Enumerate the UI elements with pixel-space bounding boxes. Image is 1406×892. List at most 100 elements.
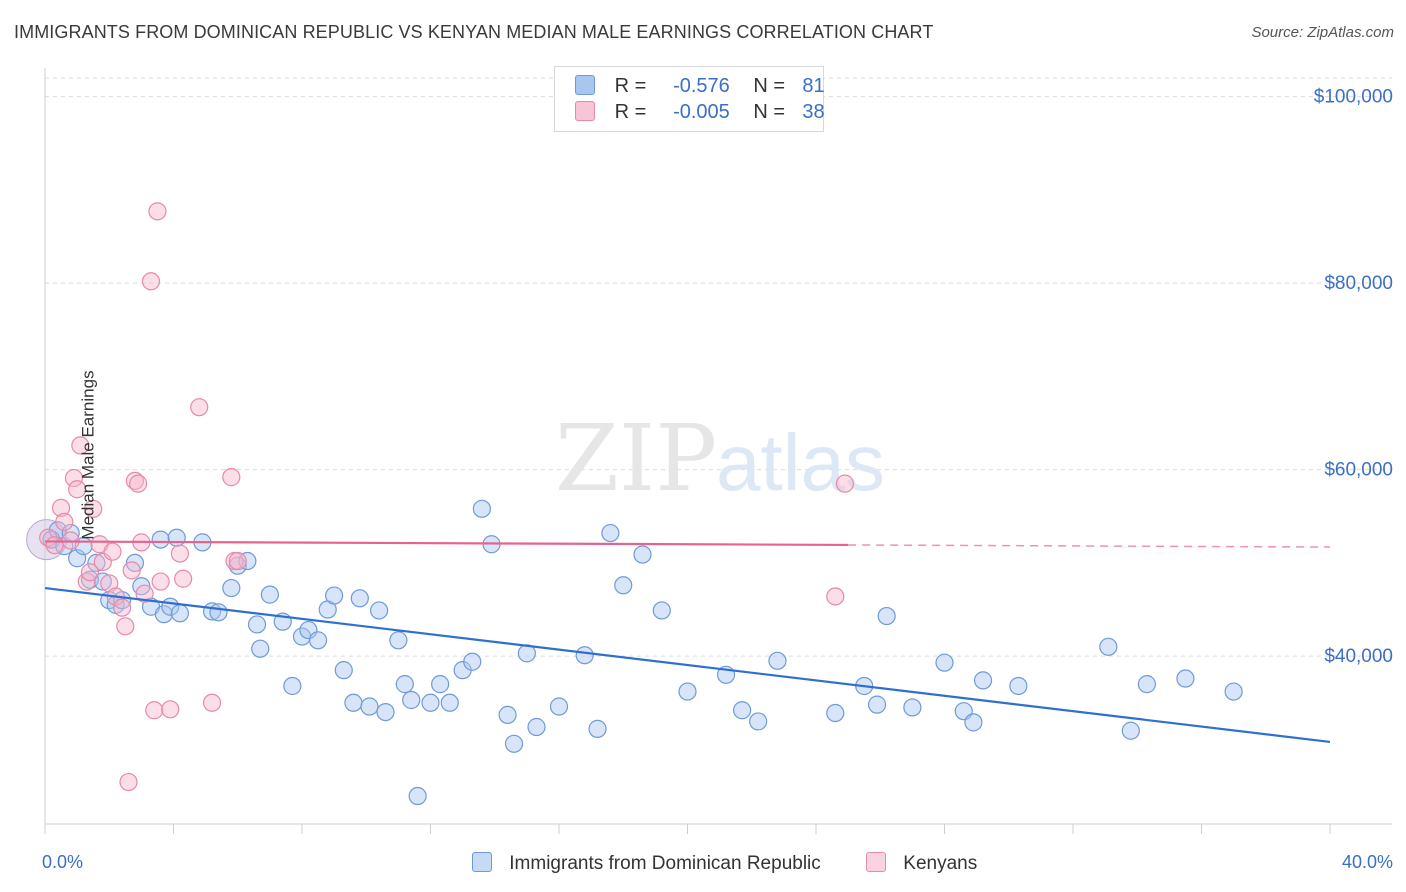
pink-swatch-icon bbox=[866, 852, 886, 872]
dominican-point bbox=[1137, 675, 1156, 694]
dominican-point bbox=[344, 693, 363, 712]
dominican-point bbox=[877, 606, 896, 626]
legend-r-label: R = bbox=[614, 75, 647, 97]
dominican-point bbox=[170, 604, 190, 623]
dominican-point bbox=[749, 712, 768, 731]
dominican-point bbox=[408, 786, 427, 806]
dominican-point bbox=[472, 499, 491, 518]
dominican-trend-line bbox=[44, 586, 1331, 744]
kenyan-point bbox=[174, 569, 193, 588]
dominican-point bbox=[588, 719, 607, 738]
legend-item-dominican: Immigrants from Dominican Republic bbox=[472, 852, 821, 875]
kenyan-point bbox=[51, 498, 71, 517]
kenyan-point bbox=[64, 468, 84, 488]
pink-swatch-icon bbox=[575, 101, 595, 121]
dominican-point bbox=[440, 693, 459, 712]
legend-n-label: N = bbox=[753, 75, 786, 97]
watermark-atlas: atlas bbox=[716, 418, 885, 507]
trend-layer bbox=[44, 540, 1331, 744]
kenyan-point bbox=[112, 598, 132, 617]
kenyan-point bbox=[103, 542, 122, 561]
kenyan-point bbox=[84, 499, 103, 518]
y-tick-label: $100,000 bbox=[1314, 87, 1393, 108]
dominican-point bbox=[247, 615, 267, 634]
watermark-zip: ZIP bbox=[555, 405, 717, 512]
kenyan-point bbox=[148, 202, 167, 221]
dominican-point bbox=[238, 551, 257, 571]
watermark: ZIP atlas bbox=[555, 405, 885, 512]
dominican-point bbox=[87, 553, 106, 573]
legend-row-dominican: R = -0.576 N = 81 bbox=[575, 75, 825, 101]
dominican-point bbox=[903, 698, 922, 717]
legend-row-kenyans: R = -0.005 N = 38 bbox=[575, 101, 825, 127]
dominican-point bbox=[421, 693, 440, 712]
kenyan-point bbox=[55, 512, 74, 531]
kenyan-point bbox=[71, 436, 90, 455]
dominican-point bbox=[678, 682, 697, 701]
dominican-point bbox=[614, 576, 633, 595]
kenyan-trend-line bbox=[44, 540, 849, 547]
kenyan-point bbox=[826, 587, 845, 606]
kenyan-point bbox=[119, 772, 138, 792]
dominican-point bbox=[935, 653, 954, 672]
source-credit: Source: ZipAtlas.com bbox=[1251, 24, 1394, 41]
dominican-point bbox=[964, 713, 983, 732]
kenyan-point bbox=[151, 572, 170, 591]
dominican-point bbox=[376, 702, 395, 722]
kenyan-point bbox=[125, 471, 145, 490]
x-tick-min: 0.0% bbox=[42, 852, 84, 872]
dominican-point bbox=[498, 705, 517, 724]
blue-swatch-icon bbox=[472, 852, 492, 872]
legend-n-label: N = bbox=[753, 101, 786, 123]
legend-r-value: -0.005 bbox=[673, 101, 730, 123]
dominican-point bbox=[652, 601, 671, 620]
dominican-point bbox=[167, 528, 186, 547]
dominican-point bbox=[768, 651, 787, 670]
dominican-point bbox=[973, 671, 993, 690]
legend-r-label: R = bbox=[614, 101, 647, 123]
y-axis-label: Median Male Earnings bbox=[78, 370, 98, 540]
dominican-point bbox=[283, 676, 302, 696]
kenyan-point bbox=[228, 551, 247, 571]
kenyan-trend-extension bbox=[848, 544, 1331, 548]
legend-label-kenyans: Kenyans bbox=[903, 853, 978, 874]
dominican-point bbox=[1224, 682, 1243, 701]
dominican-point bbox=[325, 586, 344, 605]
dominican-point bbox=[1176, 669, 1195, 688]
dominican-point bbox=[334, 661, 353, 680]
legend-n-value: 81 bbox=[802, 75, 825, 97]
y-tick-labels: $40,000 $60,000 $80,000 $100,000 bbox=[1314, 87, 1393, 668]
dominican-point bbox=[575, 646, 594, 665]
dominican-point bbox=[527, 717, 546, 737]
dominican-point bbox=[733, 701, 752, 720]
dominican-point bbox=[463, 652, 482, 671]
correlation-legend: R = -0.576 N = 81 R = -0.005 N = 38 bbox=[554, 66, 825, 132]
kenyan-point bbox=[45, 536, 64, 555]
dominican-point bbox=[308, 631, 328, 650]
dominican-point bbox=[431, 675, 450, 694]
dominican-point bbox=[154, 605, 173, 624]
dominican-point bbox=[93, 572, 112, 591]
kenyan-point bbox=[222, 468, 241, 487]
dominican-point bbox=[549, 697, 569, 716]
kenyan-point bbox=[145, 701, 164, 720]
dominican-point bbox=[370, 601, 389, 620]
kenyan-point bbox=[170, 544, 190, 563]
legend-label-dominican: Immigrants from Dominican Republic bbox=[509, 853, 821, 874]
legend-item-kenyans: Kenyans bbox=[866, 852, 977, 875]
kenyan-point bbox=[116, 617, 135, 636]
dominican-point bbox=[350, 589, 369, 608]
kenyan-point bbox=[80, 563, 100, 582]
y-tick-label: $40,000 bbox=[1324, 646, 1393, 667]
dominican-point bbox=[402, 690, 421, 710]
y-tick-label: $60,000 bbox=[1324, 460, 1393, 481]
blue-swatch-icon bbox=[575, 75, 595, 95]
dominican-point bbox=[1099, 637, 1118, 656]
x-tick-max: 40.0% bbox=[1341, 852, 1393, 872]
kenyan-point bbox=[122, 561, 141, 580]
dominican-point bbox=[251, 639, 270, 658]
dominican-point bbox=[633, 545, 652, 564]
dominican-point bbox=[151, 530, 170, 549]
y-tick-label: $80,000 bbox=[1324, 273, 1393, 294]
